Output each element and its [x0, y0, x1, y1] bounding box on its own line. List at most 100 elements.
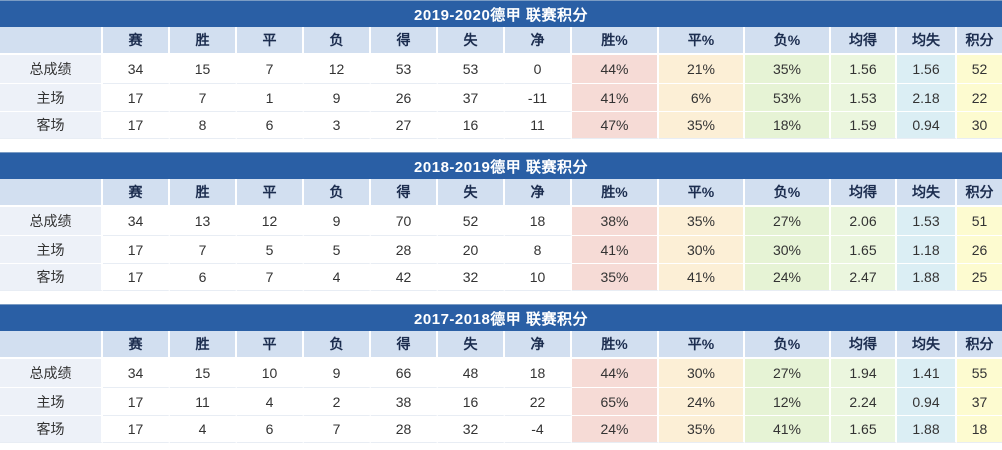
cell-goals-against: 32 — [438, 263, 505, 291]
column-header-goals-for: 得 — [371, 331, 438, 359]
cell-games: 34 — [103, 359, 170, 387]
column-header-goals-against: 失 — [438, 27, 505, 55]
cell-goal-diff: 8 — [505, 235, 572, 263]
row-label-total: 总成绩 — [0, 55, 103, 83]
cell-goals-against: 52 — [438, 207, 505, 235]
cell-goal-diff: 0 — [505, 55, 572, 83]
cell-wins: 7 — [170, 235, 237, 263]
row-label-total: 总成绩 — [0, 207, 103, 235]
cell-goal-diff: 11 — [505, 111, 572, 139]
cell-losses: 9 — [304, 207, 371, 235]
cell-games: 17 — [103, 387, 170, 415]
column-header-draws: 平 — [237, 27, 304, 55]
column-header-row: 赛胜平负得失净胜% 平% 负% 均得 均失 积分 — [0, 331, 1002, 359]
cell-loss-pct: 30% — [745, 235, 831, 263]
column-header-avg-for: 均得 — [831, 179, 897, 207]
cell-points: 51 — [957, 207, 1002, 235]
column-header-row: 赛胜平负得失净胜% 平% 负% 均得 均失 积分 — [0, 179, 1002, 207]
column-header-loss-pct: 负% — [745, 331, 831, 359]
cell-goals-against: 48 — [438, 359, 505, 387]
cell-win-pct: 38% — [572, 207, 659, 235]
cell-draw-pct: 35% — [659, 111, 745, 139]
corner-header-cell — [0, 331, 103, 359]
cell-avg-for: 2.06 — [831, 207, 897, 235]
cell-win-pct: 35% — [572, 263, 659, 291]
cell-draws: 6 — [237, 111, 304, 139]
column-header-win-pct: 胜% — [572, 27, 659, 55]
cell-goal-diff: 18 — [505, 207, 572, 235]
column-header-points: 积分 — [957, 179, 1002, 207]
table-row-away: 客场 17 6 7 4 42 32 10 35% 41% 24% 2.47 1.88 25 — [0, 263, 1002, 291]
cell-goal-diff: 10 — [505, 263, 572, 291]
column-header-games: 赛 — [103, 27, 170, 55]
column-header-avg-against: 均失 — [897, 179, 957, 207]
cell-goal-diff: 18 — [505, 359, 572, 387]
cell-wins: 6 — [170, 263, 237, 291]
table-body: 总成绩 34 15 10 9 66 48 18 44% 30% 27% 1.94 1.41 55 主场 17 1… — [0, 359, 1002, 443]
table-row-home: 主场 17 7 5 5 28 20 8 41% 30% 30% 1.65 1.18 26 — [0, 235, 1002, 263]
table-row-home: 主场 17 7 1 9 26 37 -11 41% 6% 53% 1.53 2.18 22 — [0, 83, 1002, 111]
cell-goals-for: 28 — [371, 415, 438, 443]
column-header-draw-pct: 平% — [659, 27, 745, 55]
column-header-games: 赛 — [103, 179, 170, 207]
row-label-away: 客场 — [0, 111, 103, 139]
cell-points: 25 — [957, 263, 1002, 291]
column-header-goals-against: 失 — [438, 331, 505, 359]
cell-games: 17 — [103, 415, 170, 443]
table-row-away: 客场 17 8 6 3 27 16 11 47% 35% 18% 1.59 0.94 30 — [0, 111, 1002, 139]
cell-losses: 9 — [304, 359, 371, 387]
cell-wins: 7 — [170, 83, 237, 111]
cell-goals-against: 16 — [438, 387, 505, 415]
row-label-home: 主场 — [0, 235, 103, 263]
column-header-goals-for: 得 — [371, 179, 438, 207]
row-label-total: 总成绩 — [0, 359, 103, 387]
cell-goals-for: 27 — [371, 111, 438, 139]
row-label-away: 客场 — [0, 263, 103, 291]
cell-goals-against: 32 — [438, 415, 505, 443]
cell-wins: 8 — [170, 111, 237, 139]
column-header-goals-for: 得 — [371, 27, 438, 55]
cell-goal-diff: -4 — [505, 415, 572, 443]
column-header-loss-pct: 负% — [745, 27, 831, 55]
column-header-wins: 胜 — [170, 179, 237, 207]
column-header-draws: 平 — [237, 331, 304, 359]
cell-loss-pct: 35% — [745, 55, 831, 83]
cell-goal-diff: 22 — [505, 387, 572, 415]
cell-loss-pct: 27% — [745, 207, 831, 235]
cell-draws: 10 — [237, 359, 304, 387]
cell-wins: 15 — [170, 359, 237, 387]
table-title: 2017-2018德甲 联赛积分 — [0, 304, 1002, 331]
table-body: 总成绩 34 15 7 12 53 53 0 44% 21% 35% 1.56 1.56 52 主场 17 7 1… — [0, 55, 1002, 139]
column-header-avg-for: 均得 — [831, 27, 897, 55]
cell-avg-against: 1.18 — [897, 235, 957, 263]
cell-avg-for: 2.47 — [831, 263, 897, 291]
column-header-avg-against: 均失 — [897, 331, 957, 359]
table-body: 总成绩 34 13 12 9 70 52 18 38% 35% 27% 2.06 1.53 51 主场 17 7… — [0, 207, 1002, 291]
cell-goal-diff: -11 — [505, 83, 572, 111]
cell-goals-for: 38 — [371, 387, 438, 415]
cell-draws: 6 — [237, 415, 304, 443]
column-header-wins: 胜 — [170, 331, 237, 359]
cell-losses: 5 — [304, 235, 371, 263]
cell-draw-pct: 24% — [659, 387, 745, 415]
column-header-draw-pct: 平% — [659, 179, 745, 207]
table-row-total: 总成绩 34 15 7 12 53 53 0 44% 21% 35% 1.56 1.56 52 — [0, 55, 1002, 83]
cell-win-pct: 24% — [572, 415, 659, 443]
cell-loss-pct: 18% — [745, 111, 831, 139]
cell-games: 17 — [103, 235, 170, 263]
table-row-total: 总成绩 34 13 12 9 70 52 18 38% 35% 27% 2.06 1.53 51 — [0, 207, 1002, 235]
cell-avg-for: 1.53 — [831, 83, 897, 111]
cell-avg-against: 1.56 — [897, 55, 957, 83]
cell-wins: 13 — [170, 207, 237, 235]
cell-avg-against: 1.88 — [897, 415, 957, 443]
cell-goals-against: 20 — [438, 235, 505, 263]
column-header-points: 积分 — [957, 27, 1002, 55]
column-header-losses: 负 — [304, 179, 371, 207]
cell-points: 26 — [957, 235, 1002, 263]
table-title: 2019-2020德甲 联赛积分 — [0, 0, 1002, 27]
column-header-games: 赛 — [103, 331, 170, 359]
season-table-2019-2020: 2019-2020德甲 联赛积分 赛胜平负得失净胜% 平% 负% 均得 均失 积分 总成绩… — [0, 0, 1002, 139]
cell-wins: 11 — [170, 387, 237, 415]
cell-losses: 12 — [304, 55, 371, 83]
